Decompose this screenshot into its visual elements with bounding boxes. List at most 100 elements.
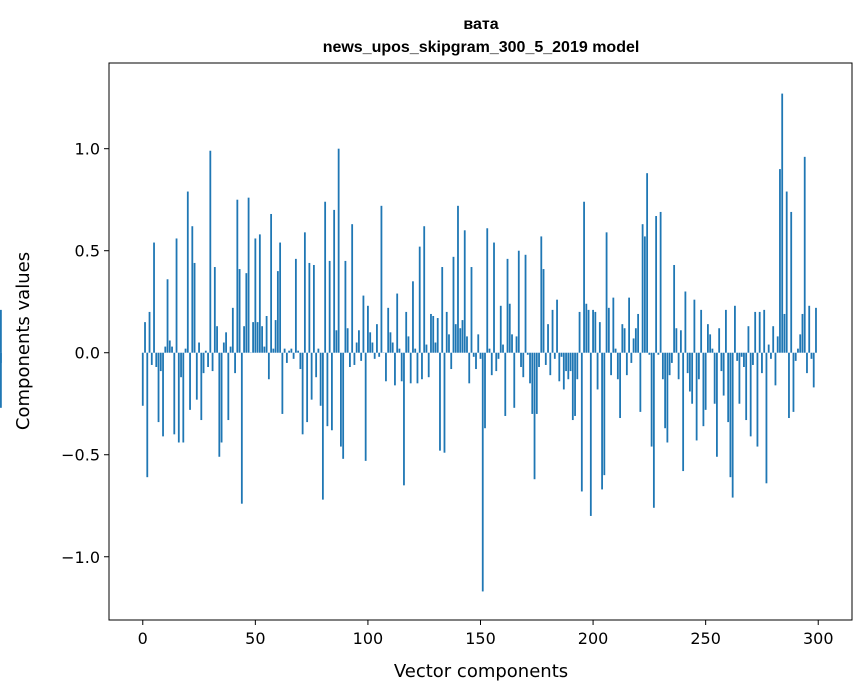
bar-204 xyxy=(601,352,603,490)
bar-52 xyxy=(258,234,261,353)
bar-20 xyxy=(186,191,189,353)
bar-47 xyxy=(247,197,250,353)
bar-25 xyxy=(198,342,200,353)
bar-134 xyxy=(443,352,446,453)
bar-164 xyxy=(511,334,513,353)
bar-253 xyxy=(711,348,714,353)
bar-60 xyxy=(276,271,279,353)
bar-22 xyxy=(191,226,194,353)
bar-239 xyxy=(679,330,682,353)
chart-title: вата xyxy=(463,16,498,33)
bar-294 xyxy=(803,156,806,353)
bar-152 xyxy=(484,352,486,429)
bar-108 xyxy=(385,352,387,382)
bar-74 xyxy=(308,262,311,353)
bar-212 xyxy=(619,352,621,419)
bar-82 xyxy=(326,352,329,427)
bar-201 xyxy=(594,311,597,353)
bar-273 xyxy=(756,352,759,447)
bar-125 xyxy=(423,226,426,353)
bar-234 xyxy=(668,352,671,376)
bar-44 xyxy=(240,352,243,504)
bar-143 xyxy=(463,230,466,353)
bar-63 xyxy=(283,348,286,353)
bar-247 xyxy=(698,352,700,380)
bar-240 xyxy=(682,352,685,472)
bar-145 xyxy=(468,352,471,384)
bar-23 xyxy=(193,262,196,353)
bar-258 xyxy=(722,352,725,396)
bar-266 xyxy=(740,352,743,357)
bar-245 xyxy=(693,299,696,353)
bar-233 xyxy=(666,352,669,443)
bar-66 xyxy=(290,348,293,353)
bar-264 xyxy=(736,352,739,361)
bar-219 xyxy=(634,328,637,353)
bar-68 xyxy=(294,258,297,353)
bar-260 xyxy=(727,352,730,423)
bar-92 xyxy=(349,352,351,367)
bar-169 xyxy=(522,352,525,378)
bar-0 xyxy=(141,352,144,406)
bar-172 xyxy=(529,352,531,384)
bar-288 xyxy=(790,211,793,353)
bar-70 xyxy=(299,352,302,370)
bar-183 xyxy=(553,352,556,359)
bar-85 xyxy=(333,209,336,353)
bar-151 xyxy=(481,352,484,592)
bar-277 xyxy=(765,352,768,484)
bar-171 xyxy=(526,352,529,355)
bar-174 xyxy=(533,352,536,480)
bar-77 xyxy=(315,352,318,378)
bar-256 xyxy=(718,328,721,353)
bar-33 xyxy=(216,326,218,353)
bar-78 xyxy=(317,348,320,353)
bar-278 xyxy=(767,344,770,353)
bar-200 xyxy=(592,309,594,353)
x-tick-label: 300 xyxy=(803,629,834,648)
bar-45 xyxy=(243,326,245,353)
bar-11 xyxy=(166,279,169,353)
y-tick-label: 0.5 xyxy=(75,242,100,261)
bar-163 xyxy=(508,303,511,353)
bar-147 xyxy=(472,352,475,357)
bar-160 xyxy=(502,344,504,353)
bar-28 xyxy=(204,350,207,353)
bar-211 xyxy=(616,352,619,380)
bar-71 xyxy=(301,352,304,435)
bar-194 xyxy=(578,311,581,353)
bar-292 xyxy=(799,334,802,353)
bar-83 xyxy=(328,260,331,353)
bar-250 xyxy=(704,352,707,410)
bar-90 xyxy=(344,260,347,353)
bar-295 xyxy=(806,352,808,374)
y-tick-label: −1.0 xyxy=(61,548,100,567)
bar-220 xyxy=(637,313,640,353)
bar-37 xyxy=(225,332,227,353)
bar-76 xyxy=(312,264,315,353)
bar-27 xyxy=(202,352,205,374)
bar-251 xyxy=(707,324,709,353)
bar-3 xyxy=(148,311,151,353)
bar-244 xyxy=(691,352,694,404)
bar-210 xyxy=(614,348,617,353)
bar-118 xyxy=(407,336,410,353)
bar-216 xyxy=(628,297,630,353)
bar-80 xyxy=(321,352,324,500)
bar-101 xyxy=(369,332,372,353)
bar-293 xyxy=(801,313,804,353)
bar-1 xyxy=(144,322,146,353)
bar-193 xyxy=(576,352,579,380)
bar-187 xyxy=(562,352,565,390)
x-tick-label: 0 xyxy=(138,629,148,648)
bar-215 xyxy=(625,352,628,376)
bar-126 xyxy=(425,344,428,353)
bar-5 xyxy=(153,242,155,353)
bar-41 xyxy=(234,352,236,374)
bar-241 xyxy=(684,291,687,353)
bar-280 xyxy=(772,326,775,353)
bar-86 xyxy=(335,330,338,353)
bar-286 xyxy=(785,191,788,353)
bar-221 xyxy=(639,352,642,412)
